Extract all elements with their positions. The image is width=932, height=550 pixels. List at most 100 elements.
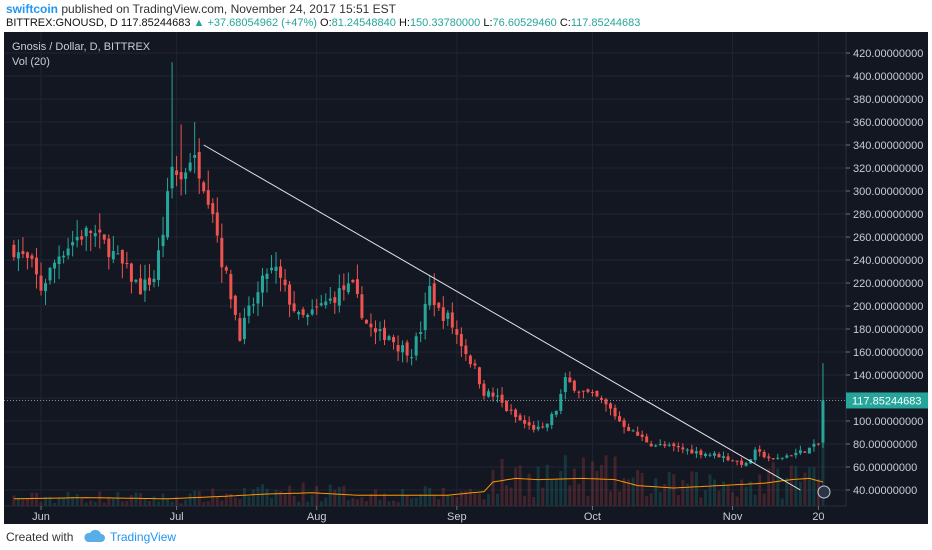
candle-body bbox=[34, 257, 38, 275]
volume-bar bbox=[577, 484, 581, 506]
volume-bar bbox=[283, 494, 287, 506]
volume-bar bbox=[188, 493, 192, 506]
candle-body bbox=[658, 444, 662, 446]
candle-body bbox=[206, 190, 210, 205]
volume-bar bbox=[297, 501, 301, 506]
price-tick-label: 180.00000000 bbox=[853, 324, 923, 336]
volume-bar bbox=[803, 472, 807, 506]
candle-body bbox=[260, 275, 264, 293]
candle-body bbox=[143, 279, 147, 291]
chart-panel[interactable]: 40.00000000 60.00000000 80.00000000 100.000… bbox=[4, 32, 928, 524]
volume-bar bbox=[387, 501, 391, 506]
volume-bar bbox=[364, 501, 368, 506]
candle-body bbox=[559, 393, 563, 411]
close-value: 117.85244683 bbox=[570, 17, 641, 29]
volume-bar bbox=[351, 498, 355, 506]
candle-body bbox=[57, 256, 61, 265]
volume-bar bbox=[807, 467, 811, 506]
volume-bar bbox=[360, 497, 364, 506]
open-value: 81.24548840 bbox=[331, 17, 396, 29]
candle-body bbox=[527, 422, 531, 426]
candle-body bbox=[125, 262, 129, 265]
volume-bar bbox=[735, 496, 739, 506]
tradingview-brand-link[interactable]: TradingView bbox=[110, 530, 177, 544]
chart-title: Gnosis / Dollar, D, BITTREX bbox=[12, 41, 151, 53]
publication-header: swiftcoin published on TradingView.com, … bbox=[0, 0, 932, 32]
candle-body bbox=[147, 277, 151, 285]
candle-body bbox=[785, 455, 789, 458]
volume-bar bbox=[767, 468, 771, 506]
high-value: 150.33780000 bbox=[409, 17, 481, 29]
candle-body bbox=[337, 288, 341, 306]
price-chart[interactable]: 40.00000000 60.00000000 80.00000000 100.000… bbox=[4, 32, 928, 524]
candle-body bbox=[161, 234, 165, 247]
volume-bar bbox=[80, 498, 84, 506]
candle-body bbox=[373, 328, 377, 333]
candle-body bbox=[229, 274, 233, 300]
volume-bar bbox=[66, 491, 70, 506]
candle-body bbox=[807, 447, 811, 454]
volume-bar bbox=[306, 501, 310, 506]
volume-bar bbox=[355, 499, 359, 506]
volume-bar bbox=[423, 485, 427, 506]
candle-body bbox=[324, 301, 328, 306]
candle-body bbox=[432, 283, 436, 306]
volume-bar bbox=[699, 497, 703, 506]
candle-body bbox=[283, 279, 287, 286]
candle-body bbox=[93, 233, 97, 237]
candle-body bbox=[654, 445, 658, 447]
candle-body bbox=[328, 298, 332, 301]
volume-bar bbox=[378, 499, 382, 506]
candle-body bbox=[676, 445, 680, 448]
candle-body bbox=[496, 395, 500, 397]
candle-body bbox=[536, 426, 540, 430]
volume-bar bbox=[256, 486, 260, 506]
volume-bar bbox=[44, 496, 48, 506]
volume-bar bbox=[197, 491, 201, 506]
candle-body bbox=[613, 407, 617, 417]
candle-body bbox=[301, 309, 305, 315]
candle-body bbox=[270, 267, 274, 271]
candle-body bbox=[491, 392, 495, 397]
volume-bar bbox=[604, 455, 608, 506]
candle-body bbox=[441, 307, 445, 321]
candle-body bbox=[771, 458, 775, 460]
candle-body bbox=[220, 237, 224, 268]
time-tick-label: Jul bbox=[170, 511, 184, 523]
volume-bar bbox=[590, 461, 594, 506]
candle-body bbox=[111, 251, 115, 260]
ohlc-line: BITTREX:GNOUSD, D 117.85244683 ▲ +37.680… bbox=[6, 17, 640, 29]
volume-bar bbox=[202, 502, 206, 506]
publication-line: swiftcoin published on TradingView.com, … bbox=[6, 2, 396, 16]
volume-bar bbox=[125, 500, 129, 506]
volume-bar bbox=[107, 497, 111, 506]
open-label: O: bbox=[320, 17, 332, 29]
candle-body bbox=[364, 319, 368, 324]
volume-bar bbox=[722, 481, 726, 506]
volume-bar bbox=[446, 494, 450, 506]
candle-body bbox=[251, 304, 255, 306]
volume-bar bbox=[62, 498, 66, 506]
volume-bar bbox=[315, 485, 319, 506]
volume-bar bbox=[265, 488, 269, 506]
volume-bar bbox=[279, 491, 283, 506]
volume-bar bbox=[477, 493, 481, 506]
volume-bar bbox=[776, 468, 780, 506]
author-link[interactable]: swiftcoin bbox=[6, 2, 59, 16]
candle-body bbox=[627, 427, 631, 432]
candle-body bbox=[193, 155, 197, 158]
volume-bar bbox=[667, 472, 671, 506]
volume-bar bbox=[401, 488, 405, 506]
candle-body bbox=[717, 454, 721, 458]
volume-bar bbox=[175, 496, 179, 506]
volume-bar bbox=[441, 488, 445, 506]
candle-body bbox=[708, 454, 712, 456]
volume-bar bbox=[184, 499, 188, 506]
price-tick-label: 420.00000000 bbox=[853, 48, 923, 60]
candle-body bbox=[609, 403, 613, 409]
candle-body bbox=[437, 302, 441, 308]
time-tick-label: Aug bbox=[307, 511, 327, 523]
candle-body bbox=[798, 450, 802, 454]
candle-body bbox=[500, 394, 504, 403]
volume-bar bbox=[405, 495, 409, 506]
